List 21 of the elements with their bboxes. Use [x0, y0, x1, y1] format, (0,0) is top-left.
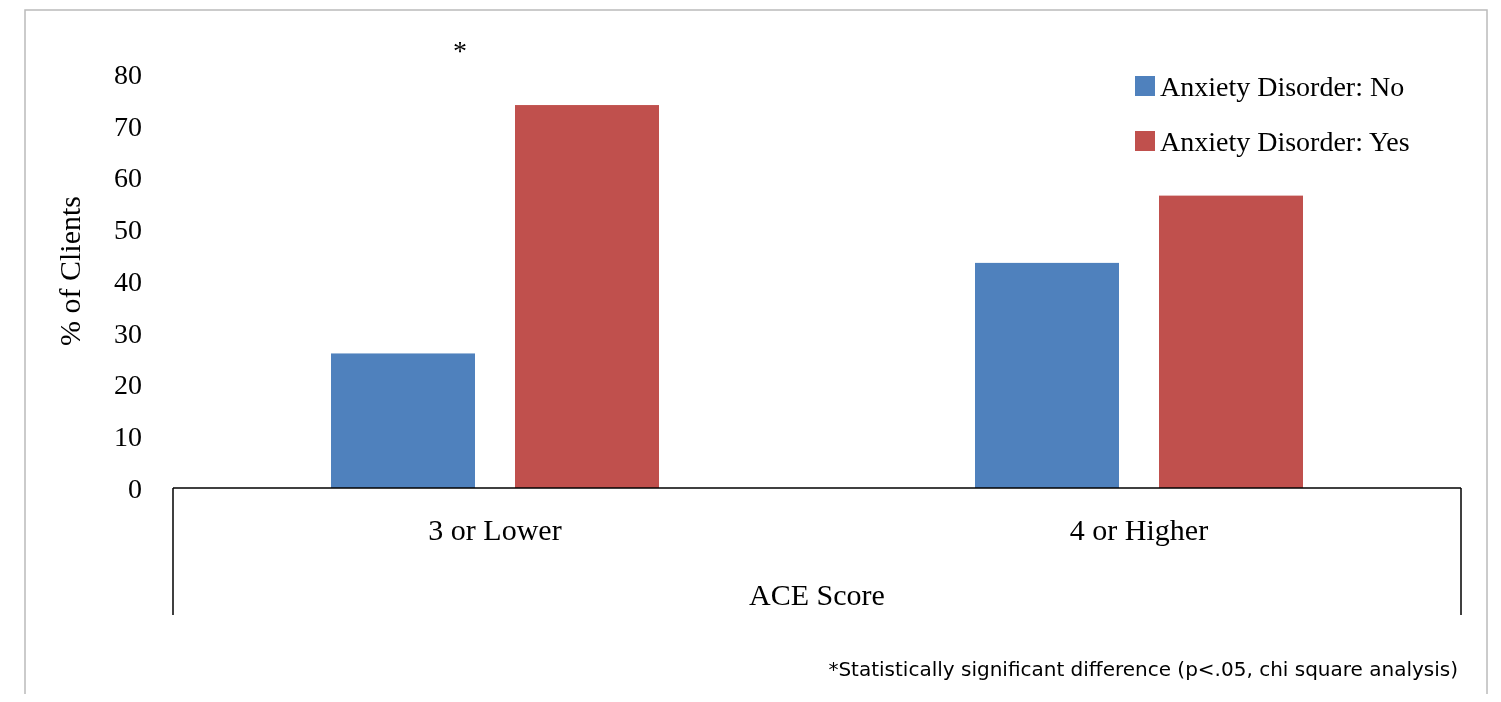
- y-axis-title: % of Clients: [53, 196, 86, 346]
- x-tick-label: 3 or Lower: [428, 513, 562, 546]
- y-tick-label: 80: [114, 58, 142, 90]
- bar: [331, 353, 475, 488]
- x-tick-label: 4 or Higher: [1069, 513, 1209, 546]
- y-tick-label: 70: [114, 110, 142, 142]
- y-tick-label: 20: [114, 369, 142, 401]
- y-tick-label: 60: [114, 162, 142, 194]
- bar: [515, 105, 659, 488]
- y-tick-label: 10: [114, 421, 142, 453]
- legend-label: Anxiety Disorder: No: [1160, 70, 1405, 102]
- y-tick-label: 0: [128, 472, 142, 504]
- bar: [1159, 195, 1303, 488]
- text: *: [453, 35, 467, 66]
- y-tick-label: 40: [114, 265, 142, 297]
- text: *Statistically significant difference (p<.05, chi square analysis): [828, 657, 1458, 681]
- bar: [975, 262, 1119, 488]
- legend-label: Anxiety Disorder: Yes: [1160, 125, 1410, 157]
- y-tick-label: 30: [114, 317, 142, 349]
- y-tick-label: 50: [114, 214, 142, 246]
- x-axis-title: ACE Score: [749, 578, 885, 611]
